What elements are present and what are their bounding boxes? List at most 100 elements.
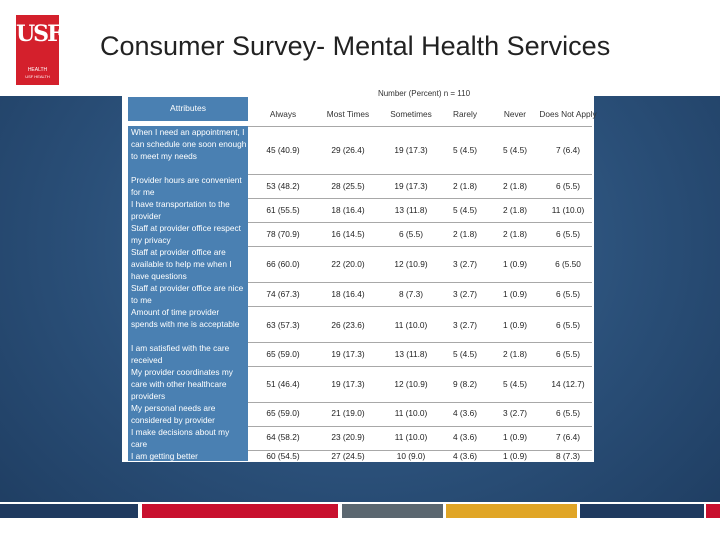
value-cell: 11 (10.0) bbox=[394, 432, 428, 442]
column-header: Rarely bbox=[453, 108, 477, 119]
value-cell: 16 (14.5) bbox=[331, 229, 365, 239]
row-divider bbox=[248, 282, 592, 283]
attribute-cell: I am getting better bbox=[131, 451, 198, 461]
value-cell: 19 (17.3) bbox=[331, 379, 365, 389]
value-cell: 2 (1.8) bbox=[503, 229, 527, 239]
row-divider bbox=[248, 426, 592, 427]
column-header: Always bbox=[269, 108, 297, 119]
value-cell: 1 (0.9) bbox=[503, 432, 527, 442]
value-cell: 78 (70.9) bbox=[266, 229, 300, 239]
footer-bar bbox=[0, 504, 138, 518]
value-cell: 74 (67.3) bbox=[266, 289, 300, 299]
value-cell: 19 (17.3) bbox=[394, 181, 428, 191]
value-cell: 4 (3.6) bbox=[453, 451, 477, 461]
value-cell: 6 (5.5) bbox=[399, 229, 423, 239]
value-cell: 7 (6.4) bbox=[556, 432, 580, 442]
value-cell: 18 (16.4) bbox=[331, 289, 365, 299]
attribute-cell: Staff at provider office respect my priv… bbox=[131, 223, 241, 245]
logo-line-2: USF HEALTH bbox=[25, 74, 50, 79]
attribute-cell: I make decisions about my care bbox=[131, 427, 230, 449]
attribute-cell: When I need an appointment, I can schedu… bbox=[131, 127, 247, 161]
value-cell: 53 (48.2) bbox=[266, 181, 300, 191]
footer-bar bbox=[706, 504, 720, 518]
value-cell: 66 (60.0) bbox=[266, 259, 300, 269]
value-cell: 6 (5.5) bbox=[556, 289, 580, 299]
value-cell: 2 (1.8) bbox=[453, 229, 477, 239]
value-cell: 2 (1.8) bbox=[453, 181, 477, 191]
value-cell: 11 (10.0) bbox=[394, 320, 428, 330]
value-cell: 13 (11.8) bbox=[394, 349, 428, 359]
value-cell: 3 (2.7) bbox=[453, 320, 477, 330]
value-cell: 11 (10.0) bbox=[394, 408, 428, 418]
row-divider bbox=[248, 174, 592, 175]
value-cell: 5 (4.5) bbox=[453, 205, 477, 215]
value-cell: 1 (0.9) bbox=[503, 289, 527, 299]
value-cell: 12 (10.9) bbox=[394, 379, 428, 389]
value-cell: 27 (24.5) bbox=[331, 451, 365, 461]
value-cell: 1 (0.9) bbox=[503, 451, 527, 461]
value-cell: 26 (23.6) bbox=[331, 320, 365, 330]
value-cell: 22 (20.0) bbox=[331, 259, 365, 269]
attributes-column: When I need an appointment, I can schedu… bbox=[128, 126, 248, 461]
value-cell: 21 (19.0) bbox=[331, 408, 365, 418]
value-cell: 13 (11.8) bbox=[394, 205, 428, 215]
attribute-cell: Amount of time provider spends with me i… bbox=[131, 307, 240, 329]
value-cell: 6 (5.5) bbox=[556, 181, 580, 191]
attribute-cell: Staff at provider office are nice to me bbox=[131, 283, 244, 305]
value-cell: 12 (10.9) bbox=[394, 259, 428, 269]
value-cell: 4 (3.6) bbox=[453, 432, 477, 442]
attribute-cell: I am satisfied with the care received bbox=[131, 343, 230, 365]
value-cell: 60 (54.5) bbox=[266, 451, 300, 461]
column-header: Most Times bbox=[326, 108, 370, 119]
attribute-cell: Staff at provider office are available t… bbox=[131, 247, 232, 281]
row-divider bbox=[248, 246, 592, 247]
value-cell: 6 (5.5) bbox=[556, 229, 580, 239]
attribute-cell: I have transportation to the provider bbox=[131, 199, 230, 221]
value-cell: 23 (20.9) bbox=[331, 432, 365, 442]
attribute-cell: Provider hours are convenient for me bbox=[131, 175, 242, 197]
value-cell: 2 (1.8) bbox=[503, 181, 527, 191]
value-cell: 6 (5.5) bbox=[556, 320, 580, 330]
value-cell: 19 (17.3) bbox=[331, 349, 365, 359]
value-cell: 1 (0.9) bbox=[503, 259, 527, 269]
value-cell: 8 (7.3) bbox=[399, 289, 423, 299]
row-divider bbox=[248, 306, 592, 307]
value-cell: 3 (2.7) bbox=[453, 289, 477, 299]
attribute-cell: My personal needs are considered by prov… bbox=[131, 403, 216, 425]
value-cell: 5 (4.5) bbox=[503, 379, 527, 389]
value-cell: 28 (25.5) bbox=[331, 181, 365, 191]
value-cell: 10 (9.0) bbox=[396, 451, 426, 461]
row-divider bbox=[248, 366, 592, 367]
row-divider bbox=[248, 402, 592, 403]
value-cell: 7 (6.4) bbox=[556, 145, 580, 155]
column-header: Sometimes bbox=[390, 108, 432, 119]
value-cell: 6 (5.5) bbox=[556, 349, 580, 359]
value-cell: 1 (0.9) bbox=[503, 320, 527, 330]
footer-bar bbox=[580, 504, 704, 518]
value-cell: 3 (2.7) bbox=[453, 259, 477, 269]
logo-mark: USF bbox=[16, 21, 63, 47]
column-header: Never bbox=[503, 108, 527, 119]
value-cell: 11 (10.0) bbox=[551, 205, 585, 215]
value-cell: 19 (17.3) bbox=[394, 145, 428, 155]
value-cell: 5 (4.5) bbox=[453, 349, 477, 359]
column-header: Does Not Apply bbox=[539, 108, 597, 119]
value-cell: 51 (46.4) bbox=[266, 379, 300, 389]
value-cell: 6 (5.5) bbox=[556, 408, 580, 418]
attributes-header: Attributes bbox=[128, 97, 248, 121]
value-cell: 14 (12.7) bbox=[551, 379, 585, 389]
value-cell: 64 (58.2) bbox=[266, 432, 300, 442]
value-cell: 18 (16.4) bbox=[331, 205, 365, 215]
value-cell: 5 (4.5) bbox=[453, 145, 477, 155]
attribute-cell: My provider coordinates my care with oth… bbox=[131, 367, 233, 401]
title-bar: USF HEALTH USF HEALTH Consumer Survey- M… bbox=[0, 0, 720, 96]
value-cell: 65 (59.0) bbox=[266, 408, 300, 418]
value-cell: 45 (40.9) bbox=[266, 145, 300, 155]
value-cell: 4 (3.6) bbox=[453, 408, 477, 418]
row-divider bbox=[248, 222, 592, 223]
row-divider bbox=[248, 450, 592, 451]
row-divider bbox=[248, 342, 592, 343]
usf-health-logo: USF HEALTH USF HEALTH bbox=[16, 15, 63, 85]
value-cell: 9 (8.2) bbox=[453, 379, 477, 389]
value-cell: 2 (1.8) bbox=[503, 349, 527, 359]
